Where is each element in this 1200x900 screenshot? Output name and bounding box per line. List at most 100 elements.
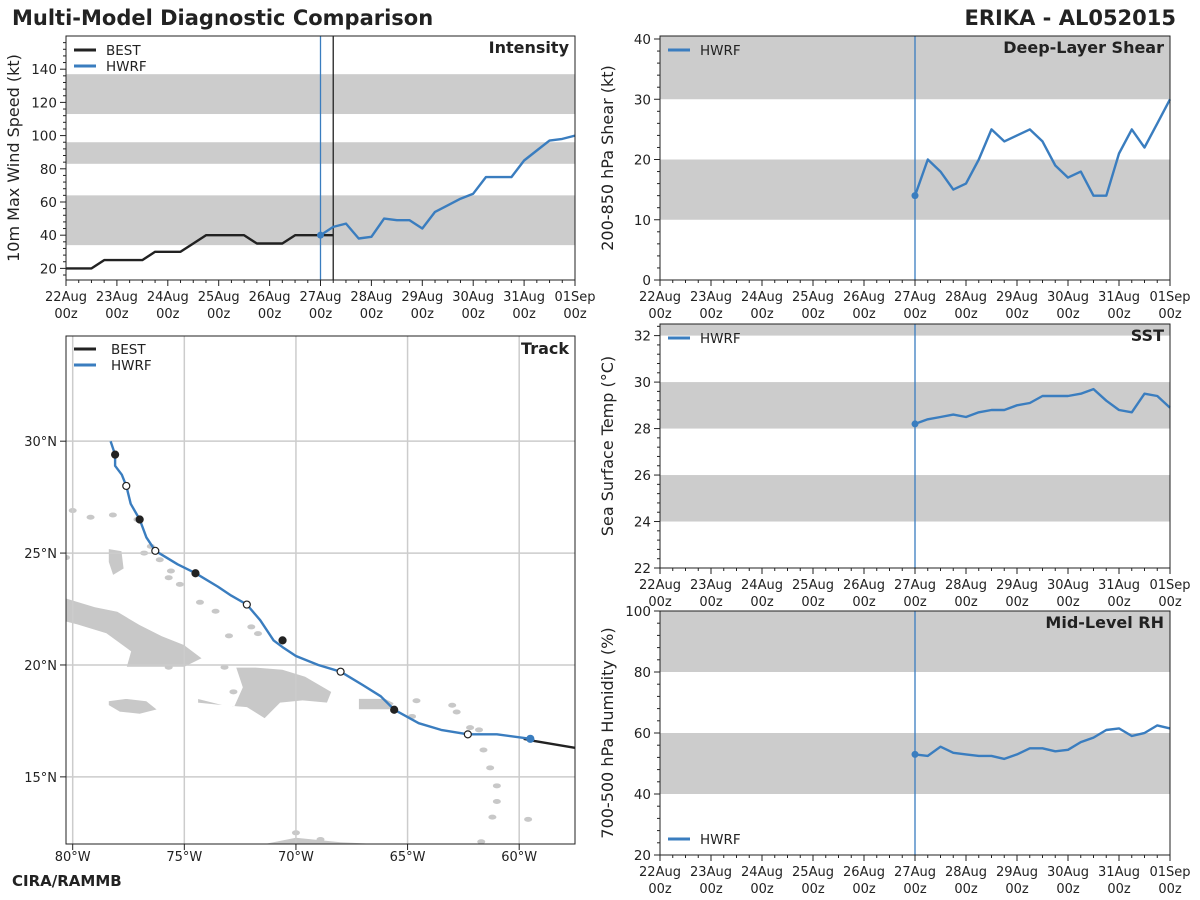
x-tick-label: 00z — [750, 882, 774, 897]
x-tick-label: 00z — [699, 307, 723, 322]
x-tick-label: 00z — [903, 595, 927, 610]
x-tick-label: 30Aug — [1047, 578, 1089, 593]
x-tick-label: 00z — [1158, 882, 1182, 897]
land-island — [412, 698, 421, 704]
x-tick-label: 28Aug — [350, 290, 392, 305]
x-tick-label: 29Aug — [996, 865, 1038, 880]
x-tick-label: 00z — [1107, 882, 1131, 897]
panel-title: Mid-Level RH — [1045, 613, 1164, 632]
x-tick-label: 00z — [750, 595, 774, 610]
x-tick-label: 00z — [512, 307, 536, 322]
x-tick-label: 26Aug — [843, 865, 885, 880]
x-tick-label: 00z — [411, 307, 435, 322]
panel-title: Track — [521, 339, 569, 358]
y-tick-label: 30 — [634, 375, 651, 391]
x-tick-label: 00z — [1005, 882, 1029, 897]
y-axis-label: 10m Max Wind Speed (kt) — [4, 54, 23, 262]
land-florida — [66, 336, 67, 348]
land-island — [452, 709, 461, 715]
land-island — [479, 747, 488, 753]
x-tick-label: 00z — [954, 595, 978, 610]
land-andros — [108, 548, 125, 577]
land-island — [229, 689, 238, 695]
y-tick-label: 80 — [40, 162, 57, 178]
y-tick-label: 24 — [634, 515, 651, 531]
plot-frame — [65, 335, 576, 845]
land-island — [166, 568, 175, 574]
panel-title: Intensity — [489, 38, 570, 57]
x-tick-label: 00z — [801, 307, 825, 322]
x-tick-label: 22Aug — [45, 290, 87, 305]
x-tick-label: 27Aug — [894, 578, 936, 593]
y-tick-label: 25°N — [24, 547, 57, 562]
x-tick-label: 60°W — [501, 850, 537, 865]
y-axis-label: 200-850 hPa Shear (kt) — [598, 65, 617, 251]
land-island — [492, 798, 501, 804]
y-tick-label: 40 — [40, 228, 57, 244]
y-tick-label: 32 — [634, 329, 651, 345]
x-tick-label: 00z — [1158, 307, 1182, 322]
x-tick-label: 00z — [156, 307, 180, 322]
x-tick-label: 27Aug — [894, 290, 936, 305]
x-tick-label: 00z — [1056, 307, 1080, 322]
track-position-marker — [278, 636, 287, 645]
rh-panel: 20 40 60 80 100 22Aug 00z 23Aug 00z 24Aug 00z 25Aug… — [598, 604, 1191, 897]
x-tick-label: 01Sep — [554, 290, 595, 305]
land-island — [477, 839, 486, 844]
x-tick-label: 30Aug — [452, 290, 494, 305]
x-tick-label: 01Sep — [1149, 865, 1190, 880]
land-island — [175, 581, 184, 587]
x-tick-label: 00z — [207, 307, 231, 322]
land-island — [108, 512, 117, 518]
land-island — [316, 837, 325, 843]
land-island — [488, 814, 497, 820]
legend-label-hwrf: HWRF — [700, 43, 741, 59]
x-tick-label: 27Aug — [300, 290, 342, 305]
x-tick-label: 25Aug — [792, 865, 834, 880]
x-tick-label: 00z — [699, 882, 723, 897]
y-tick-label: 100 — [625, 604, 651, 620]
y-tick-label: 60 — [634, 726, 651, 742]
y-tick-label: 80 — [634, 665, 651, 681]
x-tick-label: 00z — [105, 307, 129, 322]
x-tick-label: 00z — [852, 595, 876, 610]
x-tick-label: 24Aug — [741, 290, 783, 305]
legend-label-best: BEST — [111, 342, 146, 358]
x-tick-label: 65°W — [390, 850, 426, 865]
y-axis-label: Sea Surface Temp (°C) — [598, 356, 617, 536]
y-tick-label: 40 — [634, 787, 651, 803]
x-tick-label: 28Aug — [945, 865, 987, 880]
x-tick-label: 29Aug — [996, 578, 1038, 593]
y-tick-label: 30°N — [24, 435, 57, 450]
x-tick-label: 00z — [903, 307, 927, 322]
x-tick-label: 00z — [954, 882, 978, 897]
x-tick-label: 00z — [462, 307, 486, 322]
x-tick-label: 24Aug — [741, 865, 783, 880]
x-tick-label: 30Aug — [1047, 290, 1089, 305]
x-tick-label: 25Aug — [198, 290, 240, 305]
x-tick-label: 26Aug — [249, 290, 291, 305]
series-start-marker — [911, 420, 919, 428]
land-cuba — [66, 597, 203, 668]
x-tick-label: 26Aug — [843, 290, 885, 305]
x-tick-label: 23Aug — [690, 578, 732, 593]
land-jamaica — [108, 698, 159, 715]
y-tick-label: 100 — [31, 129, 57, 145]
x-tick-label: 00z — [258, 307, 282, 322]
series-start-marker — [911, 192, 919, 200]
y-tick-label: 0 — [642, 273, 651, 289]
x-tick-label: 00z — [54, 307, 78, 322]
land-island — [155, 557, 164, 563]
land-island — [195, 599, 204, 605]
series-line-best — [66, 233, 334, 270]
track-position-marker — [242, 600, 251, 609]
x-tick-label: 00z — [1056, 882, 1080, 897]
x-tick-label: 00z — [903, 882, 927, 897]
track-line-hwrf — [109, 440, 531, 740]
x-tick-label: 70°W — [278, 850, 314, 865]
shear-panel: 0 10 20 30 40 22Aug 00z 23Aug 00z 24Aug 00z 25Aug 00… — [598, 32, 1191, 322]
x-tick-label: 00z — [360, 307, 384, 322]
y-tick-label: 40 — [634, 32, 651, 48]
land-island — [220, 664, 229, 670]
